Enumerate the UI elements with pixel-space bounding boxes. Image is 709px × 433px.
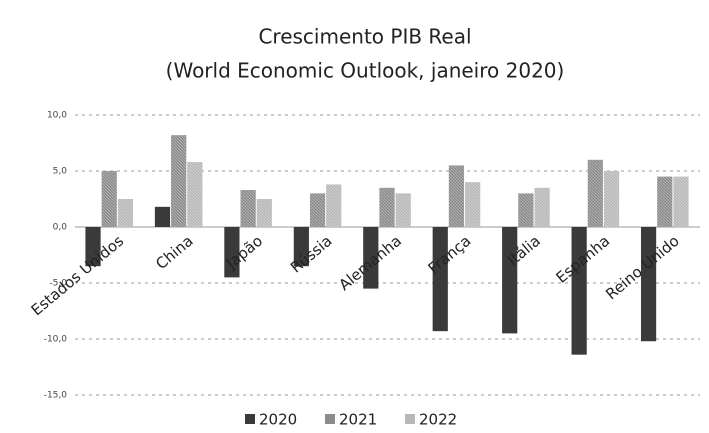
bar bbox=[657, 176, 673, 227]
bar bbox=[448, 165, 465, 227]
x-tick-label: Estados Unidos bbox=[28, 232, 128, 320]
chart-subtitle: (World Economic Outlook, janeiro 2020) bbox=[166, 59, 565, 83]
bar bbox=[534, 187, 550, 227]
bar bbox=[640, 227, 657, 342]
bar bbox=[379, 187, 395, 227]
bar bbox=[240, 190, 256, 227]
y-tick-label: -15,0 bbox=[44, 391, 68, 401]
bar bbox=[256, 199, 272, 227]
bar bbox=[432, 227, 448, 332]
bar bbox=[326, 184, 342, 227]
bar bbox=[224, 227, 240, 278]
x-tick-label: China bbox=[152, 232, 196, 273]
legend-label: 2021 bbox=[339, 411, 377, 429]
bar bbox=[465, 182, 481, 227]
bar bbox=[673, 176, 689, 227]
legend-label: 2020 bbox=[259, 411, 297, 429]
bar bbox=[518, 193, 534, 227]
bar bbox=[502, 227, 518, 334]
bar bbox=[587, 159, 603, 227]
bar bbox=[395, 193, 411, 227]
bar bbox=[309, 193, 326, 227]
bar bbox=[85, 227, 101, 267]
bar bbox=[603, 171, 620, 227]
y-tick-label: 5,0 bbox=[53, 167, 68, 177]
bar bbox=[154, 206, 171, 227]
x-tick-label: França bbox=[425, 232, 475, 278]
y-tick-label: 10,0 bbox=[47, 111, 67, 121]
bar bbox=[171, 135, 187, 227]
legend-swatch bbox=[325, 414, 335, 424]
bar bbox=[293, 227, 309, 267]
legend-swatch bbox=[245, 414, 255, 424]
bar bbox=[363, 227, 379, 289]
y-tick-label: -10,0 bbox=[44, 335, 68, 345]
bar bbox=[101, 171, 117, 227]
y-tick-label: 0,0 bbox=[53, 223, 68, 233]
legend-label: 2022 bbox=[419, 411, 457, 429]
bar bbox=[187, 162, 203, 227]
y-tick-label: -5,0 bbox=[49, 279, 67, 289]
bar bbox=[571, 227, 587, 355]
bar bbox=[117, 199, 134, 227]
legend-swatch bbox=[405, 414, 415, 424]
chart-title: Crescimento PIB Real bbox=[258, 25, 471, 49]
